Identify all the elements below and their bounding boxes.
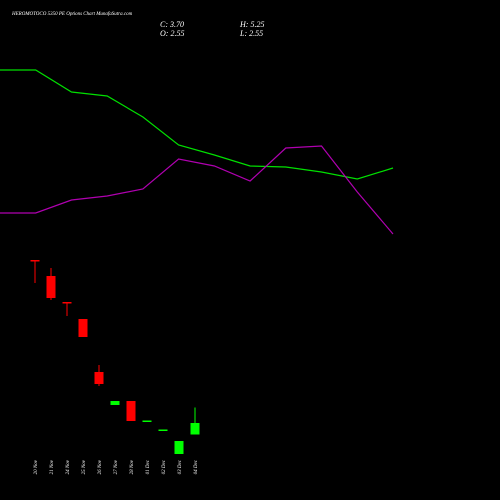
candle-body: [142, 420, 152, 422]
candle-body: [174, 441, 184, 454]
candle-body: [158, 429, 168, 431]
candle-body: [78, 319, 88, 337]
candle-body: [46, 276, 56, 298]
x-tick-label: 27 Nov: [114, 459, 119, 474]
x-tick-label: 26 Nov: [98, 459, 103, 474]
info-close: C: 3.70: [160, 20, 184, 29]
candle-body: [62, 302, 72, 304]
indicator-line: [0, 145, 394, 235]
candle-body: [110, 401, 120, 405]
x-tick-label: 21 Nov: [50, 459, 55, 474]
x-tick-label: 24 Nov: [66, 459, 71, 474]
x-tick-label: 04 Dec: [194, 459, 199, 474]
candle-body: [190, 423, 200, 435]
info-open: O: 2.55: [160, 29, 184, 38]
x-tick-label: 02 Dec: [162, 459, 167, 474]
x-tick-label: 20 Nov: [34, 459, 39, 474]
info-low: L: 2.55: [239, 29, 263, 38]
x-tick-label: 03 Dec: [178, 459, 183, 474]
info-high: H: 5.25: [239, 20, 264, 29]
candle-body: [94, 372, 104, 384]
candle-body: [30, 260, 40, 262]
chart-title: HEROMOTOCO 5350 PE Options Chart MunafaS…: [11, 12, 133, 17]
x-tick-label: 01 Dec: [146, 459, 151, 474]
candle-body: [126, 401, 136, 421]
indicator-line: [0, 69, 394, 180]
x-tick-label: 25 Nov: [82, 459, 87, 474]
x-tick-label: 28 Nov: [130, 459, 135, 474]
